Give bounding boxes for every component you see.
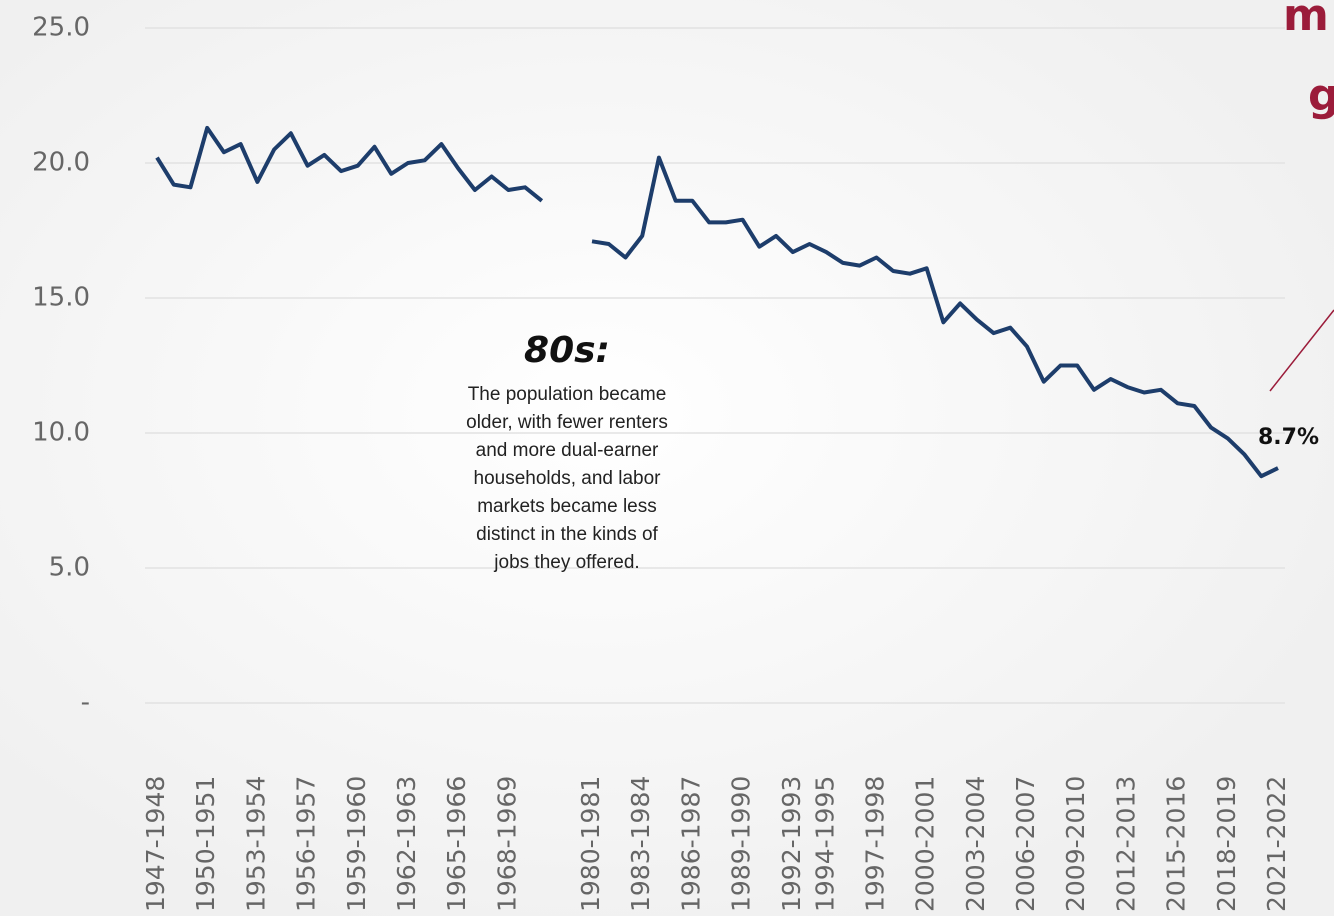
annotation-line: jobs they offered. [493,552,639,573]
x-tick-label: 2018-2019 [1212,776,1241,912]
x-tick-label: 2015-2016 [1162,776,1191,912]
y-tick-label: 20.0 [32,148,90,178]
x-tick-label: 2021-2022 [1262,776,1291,912]
x-tick-label: 1980-1981 [576,776,605,912]
x-tick-label: 2006-2007 [1011,776,1040,912]
y-tick-label: 25.0 [32,13,90,43]
y-tick-label: 15.0 [32,283,90,313]
x-tick-label: 1953-1954 [241,776,270,912]
x-tick-label: 1959-1960 [342,776,371,912]
annotation-line: older, with fewer renters [466,412,668,433]
x-tick-label: 1947-1948 [141,776,170,912]
y-tick-label: 5.0 [49,553,90,583]
x-tick-label: 1992-1993 [777,776,806,912]
line [591,155,1279,479]
annotation-line: distinct in the kinds of [476,524,658,545]
annotation-line: and more dual-earner [476,440,659,461]
x-tick-label: 1997-1998 [860,776,889,912]
x-tick-label: 1965-1966 [442,776,471,912]
x-tick-label: 1956-1957 [292,776,321,912]
x-tick-label: 1962-1963 [392,776,421,912]
x-tick-label: 1986-1987 [676,776,705,912]
annotation-line: The population became [468,384,667,405]
annotation-line: households, and labor [474,468,662,489]
y-tick-label: - [81,688,90,718]
pointer-line [1269,309,1334,392]
y-tick-label: 10.0 [32,418,90,448]
annotation-line: markets became less [477,496,657,517]
x-tick-label: 1968-1969 [492,776,521,912]
x-tick-label: 2012-2013 [1111,776,1140,912]
x-tick-label: 1989-1990 [727,776,756,912]
cropped-text: m [1283,0,1329,41]
cropped-text: g [1308,70,1334,121]
x-tick-label: 1983-1984 [626,776,655,912]
x-tick-label: 2000-2001 [911,776,940,912]
x-tick-label: 2003-2004 [961,776,990,912]
x-tick-label: 2009-2010 [1061,776,1090,912]
line [155,125,544,203]
x-tick-label: 1950-1951 [191,776,220,912]
annotation-heading: 80s: [524,330,610,371]
x-tick-label: 1994-1995 [810,776,839,912]
data-label: 8.7% [1258,425,1319,450]
